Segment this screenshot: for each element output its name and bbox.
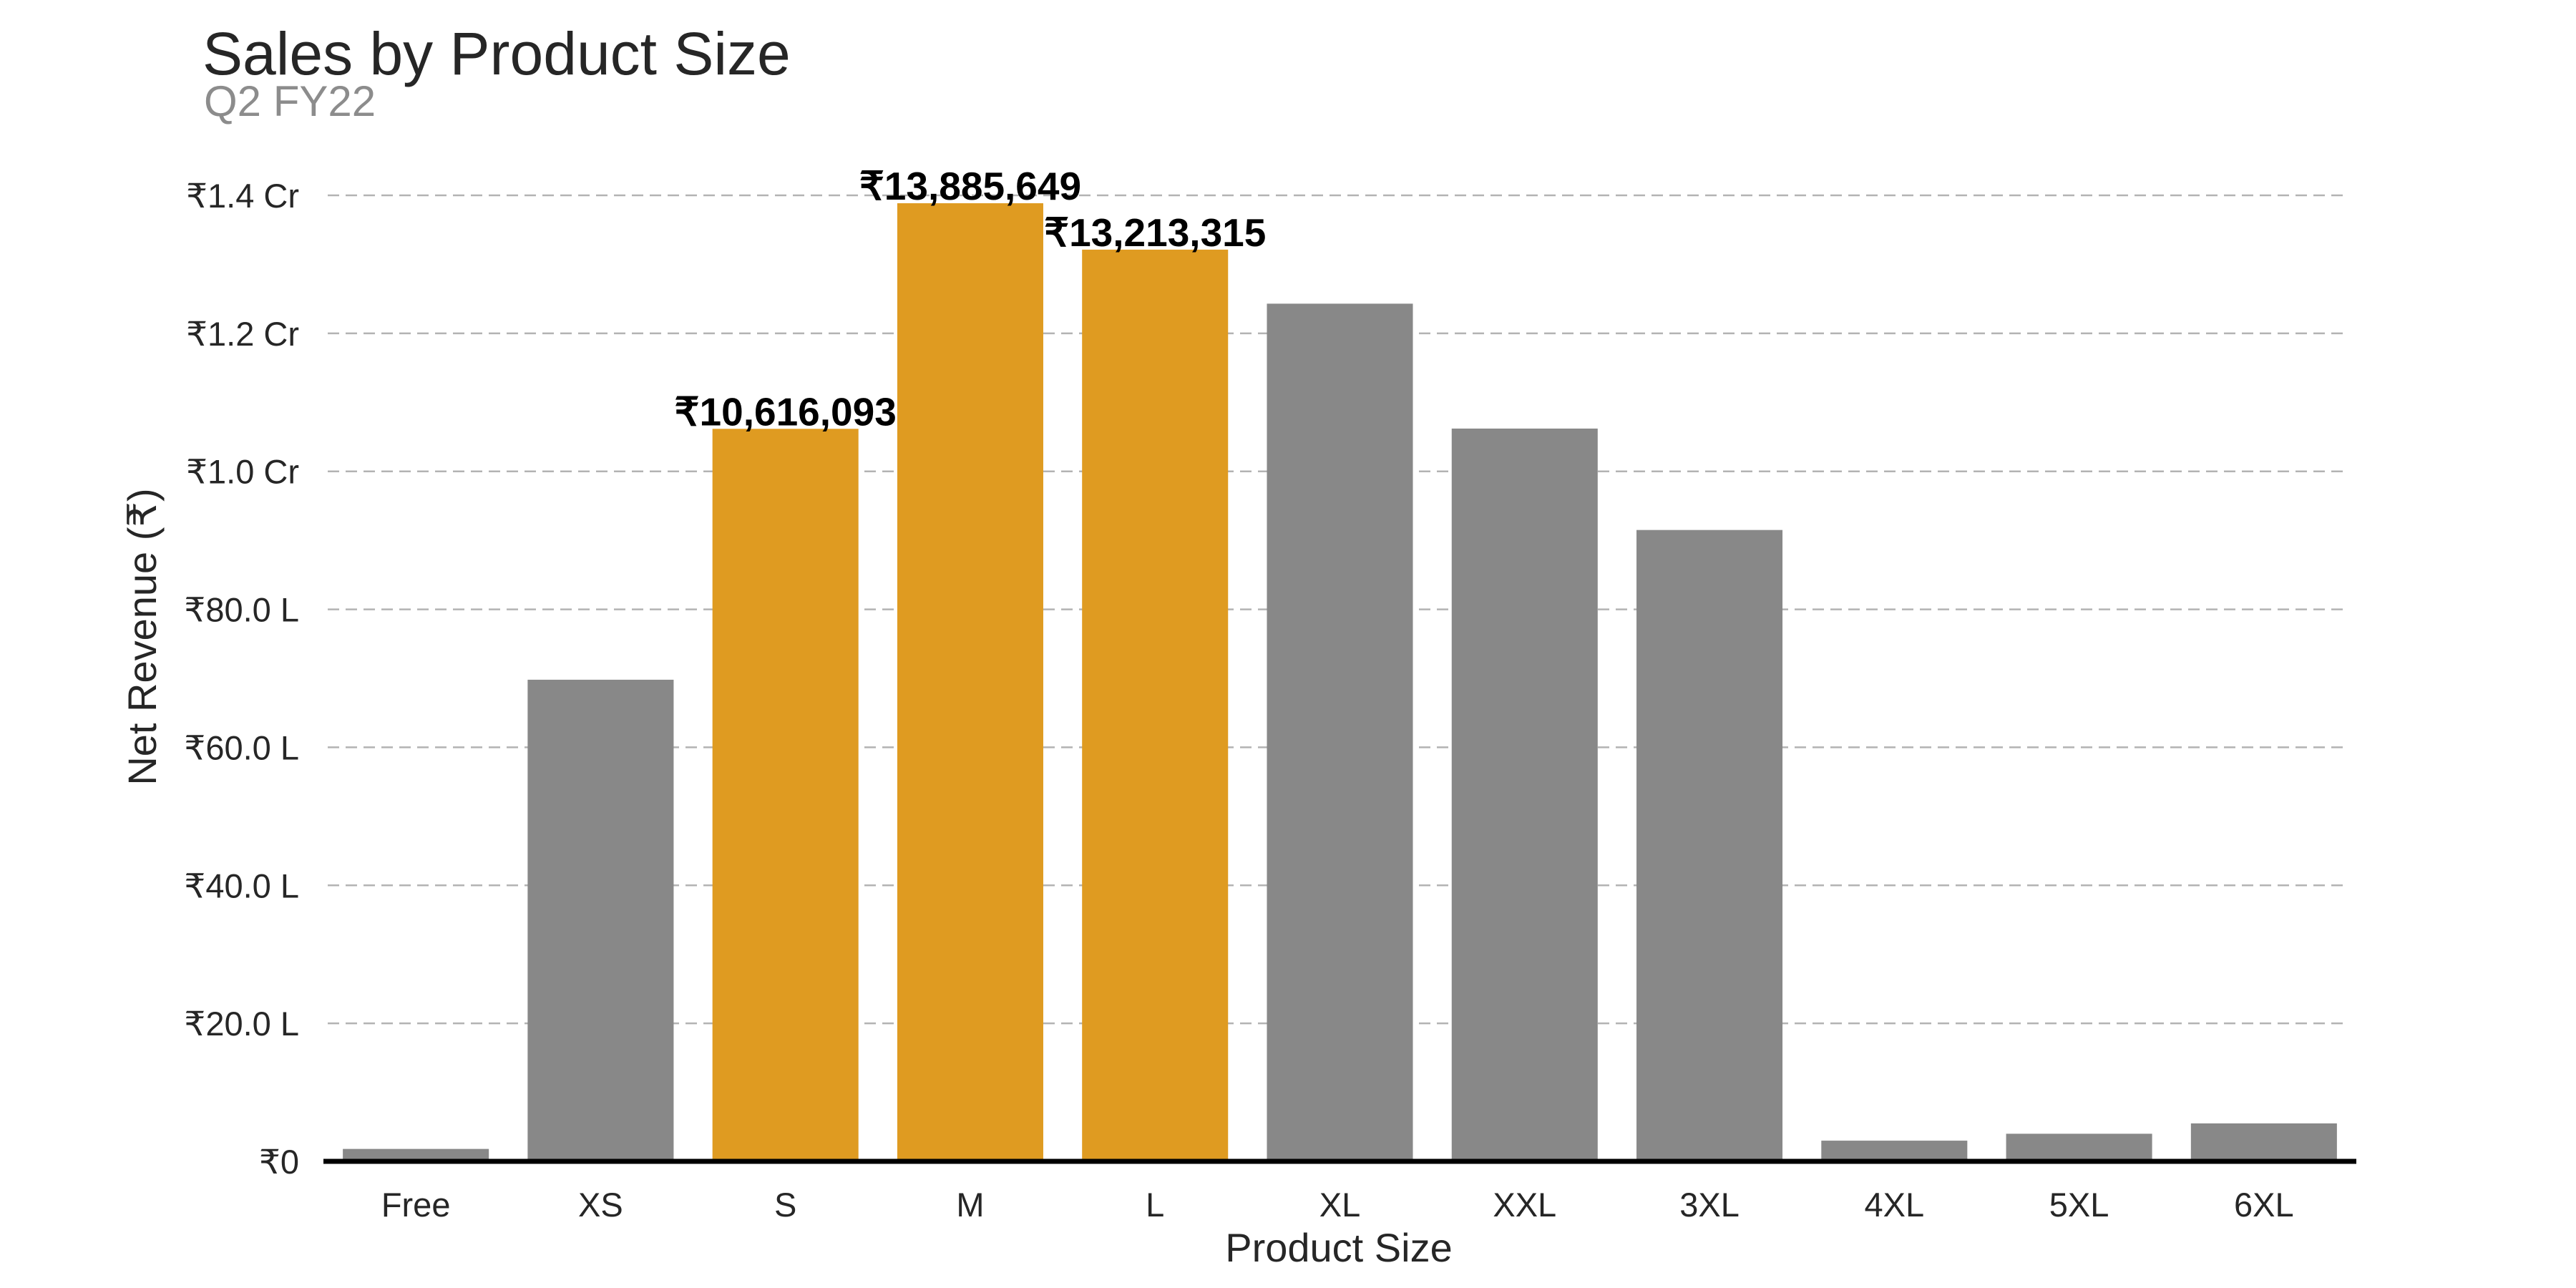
- x-tick-label: 5XL: [2049, 1186, 2109, 1224]
- y-tick-label: ₹20.0 L: [184, 1005, 299, 1043]
- bar-3xl: [1636, 530, 1783, 1161]
- data-label: ₹10,616,093: [675, 389, 897, 434]
- x-tick-label: Free: [381, 1186, 451, 1224]
- x-axis-ticks: Free XS S M L XL XXL 3XL 4XL 5XL 6XL: [381, 1186, 2294, 1224]
- bar-s: [712, 429, 859, 1161]
- y-tick-label: ₹40.0 L: [184, 867, 299, 904]
- bar-free: [343, 1148, 489, 1161]
- data-label: ₹13,213,315: [1044, 210, 1266, 255]
- x-tick-label: XS: [578, 1186, 623, 1224]
- y-tick-label: ₹1.4 Cr: [186, 177, 299, 215]
- x-tick-label: 6XL: [2234, 1186, 2294, 1224]
- x-tick-label: 3XL: [1679, 1186, 1740, 1224]
- y-tick-label: ₹1.0 Cr: [186, 453, 299, 491]
- x-tick-label: XL: [1319, 1186, 1361, 1224]
- x-tick-label: 4XL: [1864, 1186, 1924, 1224]
- chart-title: Sales by Product Size: [203, 20, 791, 87]
- data-labels: ₹10,616,093 ₹13,885,649₹13,213,315: [675, 164, 1267, 434]
- y-tick-label: ₹0: [259, 1143, 299, 1181]
- y-axis-label: Net Revenue (₹): [119, 488, 165, 785]
- x-tick-label: M: [956, 1186, 984, 1224]
- bar-5xl: [2006, 1133, 2152, 1161]
- bars: [343, 203, 2337, 1162]
- x-tick-label: L: [1146, 1186, 1164, 1224]
- x-tick-label: S: [774, 1186, 796, 1224]
- x-axis-label: Product Size: [1225, 1225, 1453, 1270]
- y-tick-label: ₹60.0 L: [184, 728, 299, 766]
- bar-l: [1082, 249, 1229, 1162]
- y-axis-ticks: ₹0 ₹20.0 L ₹40.0 L ₹60.0 L ₹80.0 L ₹1.0 Cr ₹1.…: [184, 177, 299, 1181]
- bar-m: [897, 203, 1043, 1161]
- y-tick-label: ₹80.0 L: [184, 591, 299, 629]
- bar-xs: [527, 679, 674, 1161]
- y-tick-label: ₹1.2 Cr: [186, 315, 299, 353]
- x-tick-label: XXL: [1493, 1186, 1556, 1224]
- bar-xl: [1267, 303, 1413, 1162]
- bar-xxl: [1451, 428, 1598, 1161]
- bar-6xl: [2190, 1123, 2337, 1161]
- chart-subtitle: Q2 FY22: [204, 77, 376, 125]
- bar-4xl: [1821, 1141, 1968, 1161]
- data-label: ₹13,885,649: [859, 164, 1081, 208]
